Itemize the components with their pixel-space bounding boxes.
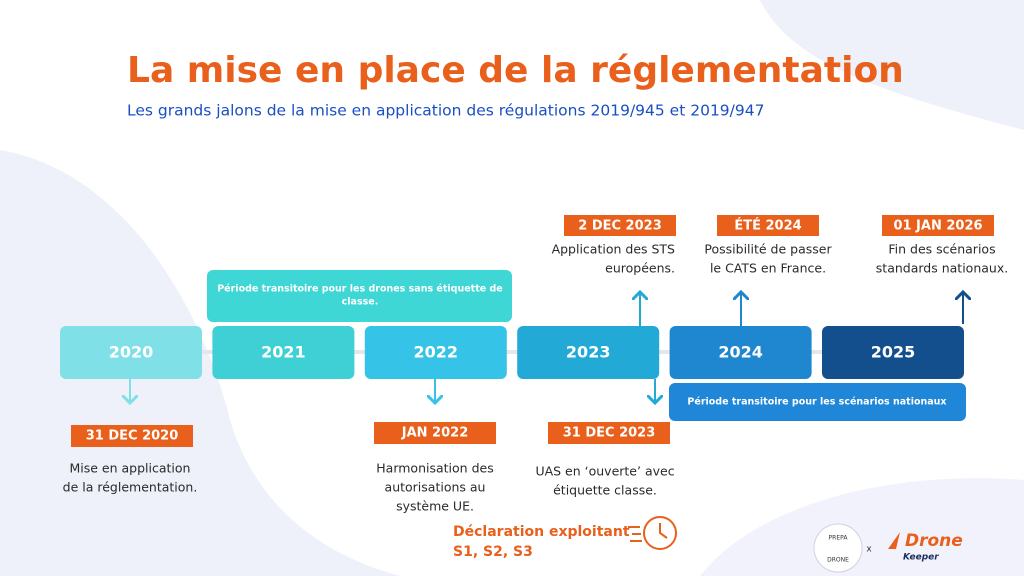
date-box: [717, 215, 819, 236]
milestone-text: le CATS en France.: [710, 261, 826, 276]
milestone-text: standards nationaux.: [876, 261, 1008, 276]
milestone-text: Application des STS: [552, 242, 675, 257]
logo-text: PREPA: [829, 535, 849, 542]
date-box: [564, 215, 676, 236]
year-box: [669, 326, 812, 379]
date-box: [374, 422, 496, 444]
milestone-text: de la réglementation.: [63, 480, 198, 495]
subtitle: Les grands jalons de la mise en applicat…: [127, 102, 764, 120]
date-label: JAN 2022: [401, 426, 469, 441]
milestone-text: UAS en ‘ouverte’ avec: [535, 464, 674, 479]
period-text: classe.: [342, 297, 379, 308]
logo-mark: [888, 532, 900, 549]
milestone-text: Fin des scénarios: [888, 242, 995, 257]
period-box: [207, 270, 512, 322]
milestone-text: système UE.: [396, 499, 474, 514]
year-label: 2023: [566, 343, 611, 362]
date-label: 01 JAN 2026: [893, 219, 982, 234]
milestone-text: autorisations au: [385, 480, 486, 495]
year-box: [517, 326, 660, 379]
year-label: 2020: [109, 343, 154, 362]
period-text: Période transitoire pour les drones sans…: [217, 284, 503, 295]
date-label: 31 DEC 2023: [563, 426, 656, 441]
year-label: 2021: [261, 343, 306, 362]
date-box: [71, 425, 193, 447]
blob: [760, 0, 1024, 130]
milestone-text: étiquette classe.: [553, 483, 657, 498]
date-box: [548, 422, 670, 444]
year-label: 2025: [871, 343, 916, 362]
date-label: 2 DEC 2023: [578, 219, 662, 234]
year-label: 2024: [718, 343, 763, 362]
declaration: Déclaration exploitant: [453, 524, 630, 540]
year-box: [212, 326, 355, 379]
milestone-text: Mise en application: [70, 461, 191, 476]
milestone-text: Harmonisation des: [376, 461, 493, 476]
year-label: 2022: [414, 343, 459, 362]
date-box: [882, 215, 994, 236]
period-text: Période transitoire pour les scénarios n…: [687, 397, 946, 408]
year-box: [364, 326, 507, 379]
logo-separator: x: [866, 545, 872, 555]
declaration: S1, S2, S3: [453, 544, 533, 560]
period-box: [669, 383, 966, 421]
milestone-text: Possibilité de passer: [704, 242, 832, 257]
clock-icon: [628, 516, 677, 550]
logo-text: Drone: [905, 531, 963, 551]
logo-text: DRONE: [827, 557, 849, 564]
logo-prepa: [813, 523, 863, 573]
date-label: 31 DEC 2020: [86, 429, 179, 444]
logo-text: Keeper: [903, 553, 939, 563]
year-box: [60, 326, 202, 379]
blob: [700, 478, 1024, 576]
date-label: ÉTÉ 2024: [734, 218, 801, 234]
milestone-text: européens.: [605, 261, 675, 276]
year-box: [822, 326, 964, 379]
title: La mise en place de la réglementation: [127, 50, 904, 91]
